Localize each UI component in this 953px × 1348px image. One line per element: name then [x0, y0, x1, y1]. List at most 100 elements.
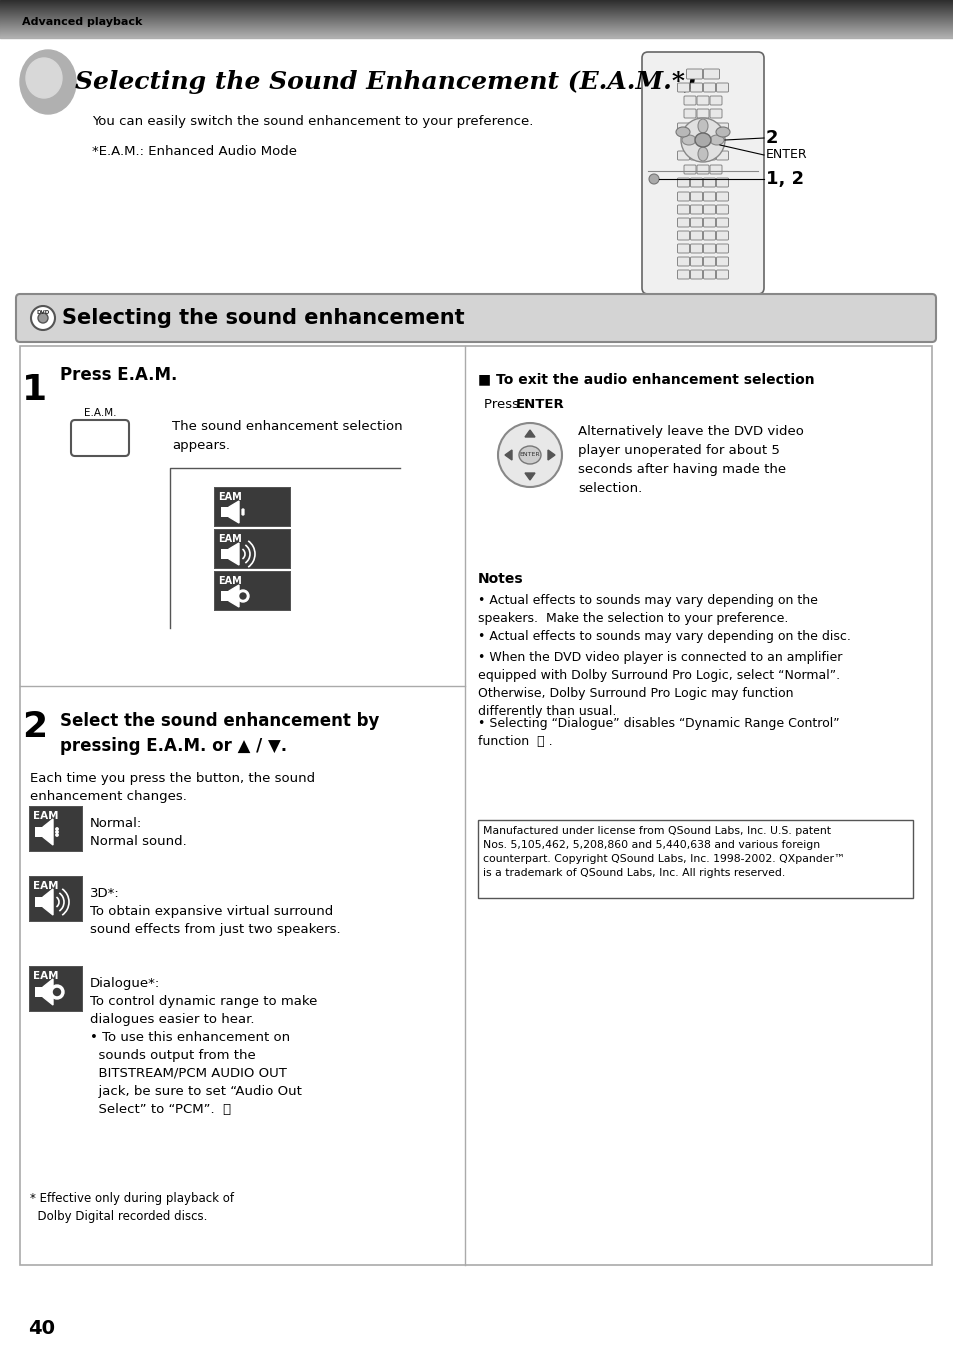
Text: DVD: DVD — [36, 310, 50, 315]
FancyBboxPatch shape — [716, 84, 728, 92]
Text: Manufactured under license from QSound Labs, Inc. U.S. patent
Nos. 5,105,462, 5,: Manufactured under license from QSound L… — [482, 826, 844, 878]
Text: 2: 2 — [765, 129, 778, 147]
Circle shape — [50, 985, 64, 999]
Bar — [29, 876, 83, 922]
Circle shape — [55, 828, 58, 830]
Polygon shape — [524, 430, 535, 437]
FancyBboxPatch shape — [716, 123, 728, 132]
Circle shape — [53, 988, 60, 996]
FancyBboxPatch shape — [677, 191, 689, 201]
Circle shape — [648, 174, 659, 183]
Text: Normal:
Normal sound.: Normal: Normal sound. — [90, 817, 187, 848]
FancyBboxPatch shape — [71, 421, 129, 456]
Bar — [30, 967, 82, 1011]
FancyBboxPatch shape — [709, 109, 721, 119]
FancyBboxPatch shape — [677, 84, 689, 92]
Ellipse shape — [676, 127, 689, 137]
FancyBboxPatch shape — [677, 218, 689, 226]
FancyBboxPatch shape — [702, 218, 715, 226]
FancyBboxPatch shape — [690, 244, 701, 253]
Circle shape — [240, 593, 246, 599]
Text: Press E.A.M.: Press E.A.M. — [60, 367, 177, 384]
FancyBboxPatch shape — [716, 205, 728, 214]
Polygon shape — [229, 585, 239, 607]
Bar — [35, 896, 43, 907]
Ellipse shape — [698, 119, 707, 133]
FancyBboxPatch shape — [690, 270, 701, 279]
FancyBboxPatch shape — [697, 109, 708, 119]
FancyBboxPatch shape — [683, 164, 696, 174]
Text: .: . — [558, 398, 562, 411]
Bar — [30, 807, 82, 851]
Text: Dialogue*:
To control dynamic range to make
dialogues easier to hear.
• To use t: Dialogue*: To control dynamic range to m… — [90, 977, 317, 1116]
Text: ■ To exit the audio enhancement selection: ■ To exit the audio enhancement selectio… — [477, 372, 814, 386]
Bar — [213, 572, 291, 611]
FancyBboxPatch shape — [690, 191, 701, 201]
FancyBboxPatch shape — [702, 244, 715, 253]
FancyBboxPatch shape — [677, 244, 689, 253]
Circle shape — [236, 590, 249, 603]
FancyBboxPatch shape — [690, 218, 701, 226]
Bar — [214, 572, 290, 611]
Circle shape — [680, 119, 724, 162]
Polygon shape — [504, 450, 512, 460]
Polygon shape — [43, 888, 53, 915]
FancyBboxPatch shape — [677, 205, 689, 214]
Text: 40: 40 — [28, 1318, 55, 1337]
Bar — [35, 987, 43, 998]
Bar — [29, 806, 83, 852]
FancyBboxPatch shape — [677, 178, 689, 187]
Text: *E.A.M.: Enhanced Audio Mode: *E.A.M.: Enhanced Audio Mode — [91, 146, 296, 158]
Text: Advanced playback: Advanced playback — [22, 18, 142, 27]
Bar — [213, 528, 291, 569]
Text: Notes: Notes — [477, 572, 523, 586]
Circle shape — [242, 514, 244, 515]
Text: EAM: EAM — [218, 534, 241, 545]
FancyBboxPatch shape — [716, 178, 728, 187]
Text: EAM: EAM — [33, 811, 58, 821]
FancyBboxPatch shape — [716, 151, 728, 160]
Text: • When the DVD video player is connected to an amplifier
equipped with Dolby Sur: • When the DVD video player is connected… — [477, 651, 841, 718]
Polygon shape — [547, 450, 555, 460]
Text: EAM: EAM — [218, 492, 241, 501]
FancyBboxPatch shape — [716, 270, 728, 279]
FancyBboxPatch shape — [690, 257, 701, 266]
Ellipse shape — [695, 133, 710, 147]
FancyBboxPatch shape — [697, 164, 708, 174]
Text: 1: 1 — [23, 373, 48, 407]
Polygon shape — [229, 543, 239, 565]
Text: • Selecting “Dialogue” disables “Dynamic Range Control”
function  ⓡ .: • Selecting “Dialogue” disables “Dynamic… — [477, 717, 839, 748]
FancyBboxPatch shape — [690, 205, 701, 214]
Text: You can easily switch the sound enhancement to your preference.: You can easily switch the sound enhancem… — [91, 115, 533, 128]
FancyBboxPatch shape — [716, 191, 728, 201]
FancyBboxPatch shape — [690, 151, 701, 160]
FancyBboxPatch shape — [677, 270, 689, 279]
FancyBboxPatch shape — [702, 151, 715, 160]
Text: 3D*:
To obtain expansive virtual surround
sound effects from just two speakers.: 3D*: To obtain expansive virtual surroun… — [90, 887, 340, 936]
Bar — [35, 828, 43, 837]
FancyBboxPatch shape — [697, 96, 708, 105]
FancyBboxPatch shape — [702, 191, 715, 201]
Circle shape — [55, 830, 58, 833]
Text: * Effective only during playback of
  Dolby Digital recorded discs.: * Effective only during playback of Dolb… — [30, 1192, 233, 1223]
Text: The sound enhancement selection
appears.: The sound enhancement selection appears. — [172, 421, 402, 452]
Circle shape — [38, 313, 48, 324]
Polygon shape — [43, 820, 53, 845]
Bar — [221, 507, 229, 518]
FancyBboxPatch shape — [702, 178, 715, 187]
Bar — [214, 530, 290, 568]
FancyBboxPatch shape — [690, 178, 701, 187]
Ellipse shape — [716, 127, 729, 137]
FancyBboxPatch shape — [716, 244, 728, 253]
FancyBboxPatch shape — [677, 123, 689, 132]
FancyBboxPatch shape — [677, 257, 689, 266]
FancyBboxPatch shape — [683, 109, 696, 119]
Ellipse shape — [698, 147, 707, 160]
Text: 1, 2: 1, 2 — [765, 170, 803, 187]
Circle shape — [55, 834, 58, 836]
Ellipse shape — [518, 446, 540, 464]
FancyBboxPatch shape — [702, 257, 715, 266]
Text: • Actual effects to sounds may vary depending on the
speakers.  Make the selecti: • Actual effects to sounds may vary depe… — [477, 594, 817, 625]
Text: Selecting the Sound Enhancement (E.A.M.*): Selecting the Sound Enhancement (E.A.M.*… — [75, 70, 696, 94]
Polygon shape — [524, 473, 535, 480]
